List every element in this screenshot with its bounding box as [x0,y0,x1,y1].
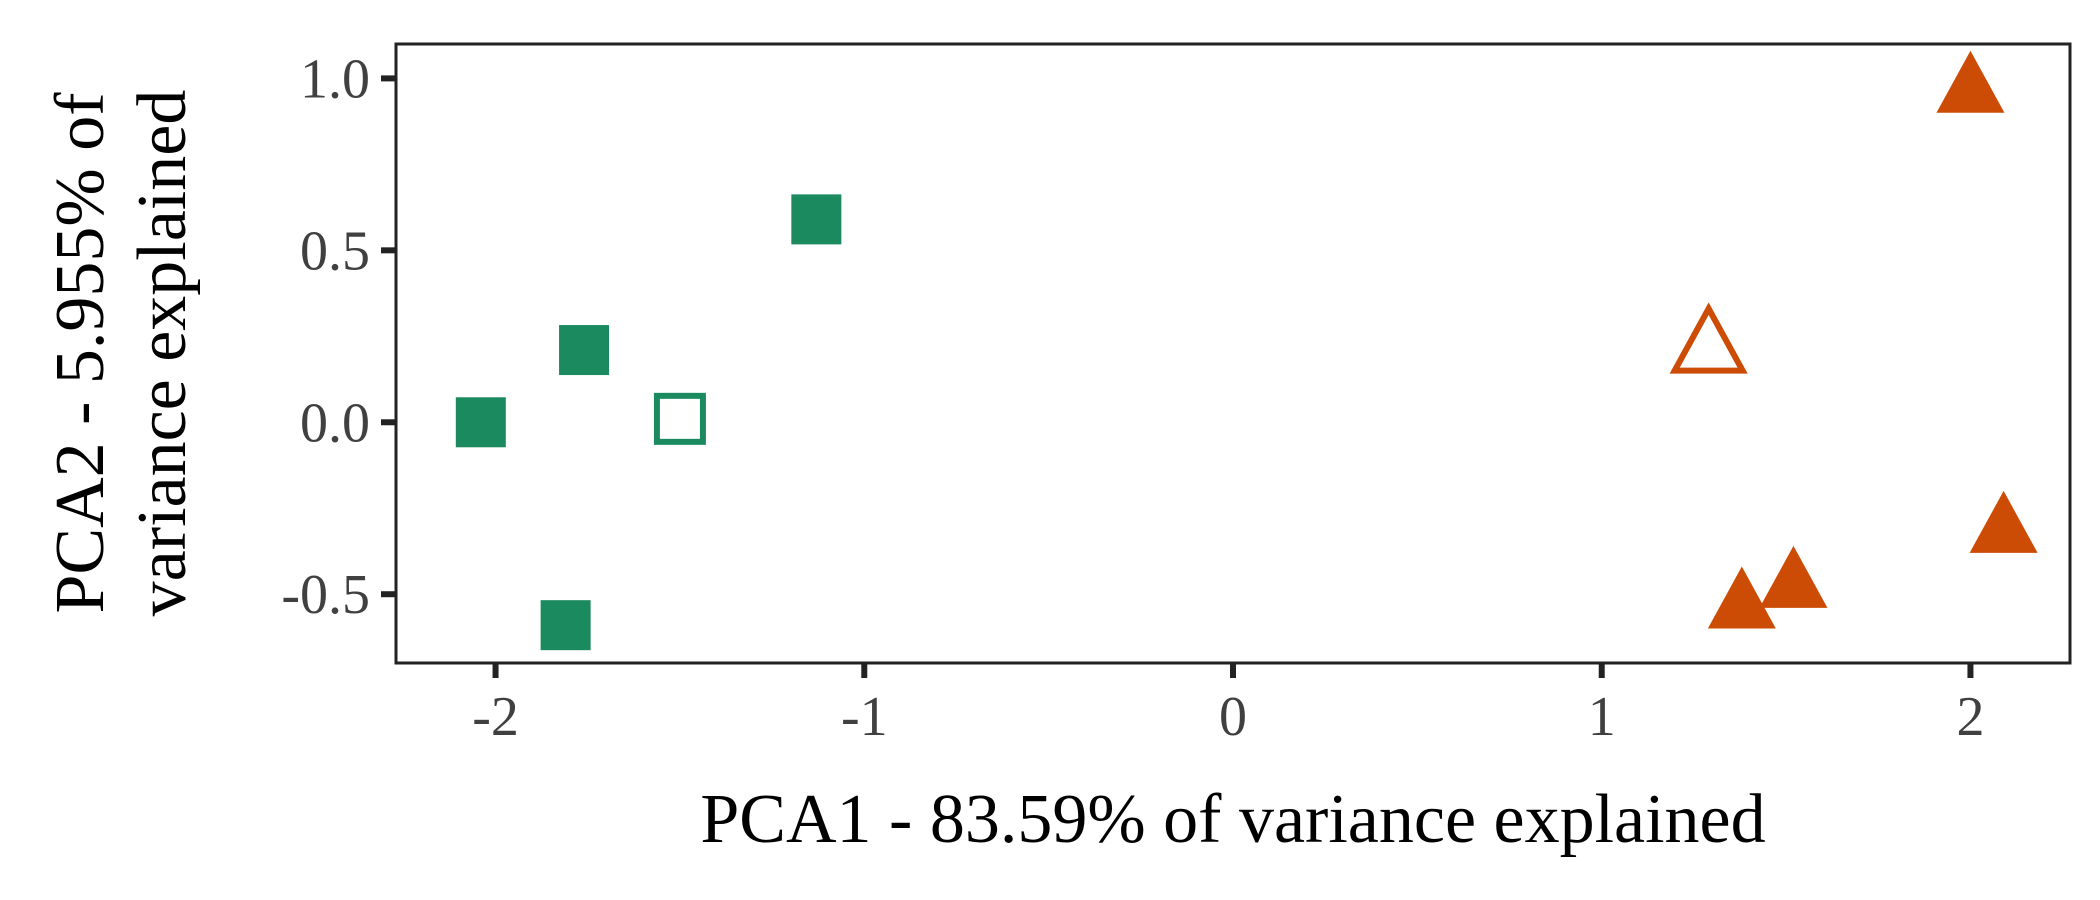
point-triangle [1707,566,1776,629]
point-triangle [1936,50,2005,113]
y-tick-label: -0.5 [281,564,370,626]
x-tick-label: -2 [472,686,519,748]
y-axis-title-line-1: PCA2 - 5.955% of [42,92,119,614]
y-axis-title-line-2: variance explained [124,90,201,617]
point-triangle [1969,490,2038,553]
x-axis-title: PCA1 - 83.59% of variance explained [700,781,1765,858]
y-tick-label: 0.5 [300,220,370,282]
point-square [791,194,842,245]
x-tick-label: -1 [841,686,888,748]
plot-marks [455,50,2038,651]
point-square [540,600,591,651]
point-triangle-hollow [1669,302,1748,374]
axis-ticks: -2 -1 0 1 2 -0.5 0.0 0.5 1.0 [281,48,1984,748]
y-tick-label: 1.0 [300,48,370,110]
point-square [559,325,610,376]
y-axis-title-group: PCA2 - 5.955% of variance explained [42,90,201,617]
y-tick-label: 0.0 [300,392,370,454]
x-tick-label: 2 [1956,686,1984,748]
point-square [455,397,506,448]
point-square-hollow [653,392,706,445]
plot-frame [394,42,2072,665]
point-triangle [1759,545,1828,608]
x-tick-label: 0 [1219,686,1247,748]
x-tick-label: 1 [1588,686,1616,748]
